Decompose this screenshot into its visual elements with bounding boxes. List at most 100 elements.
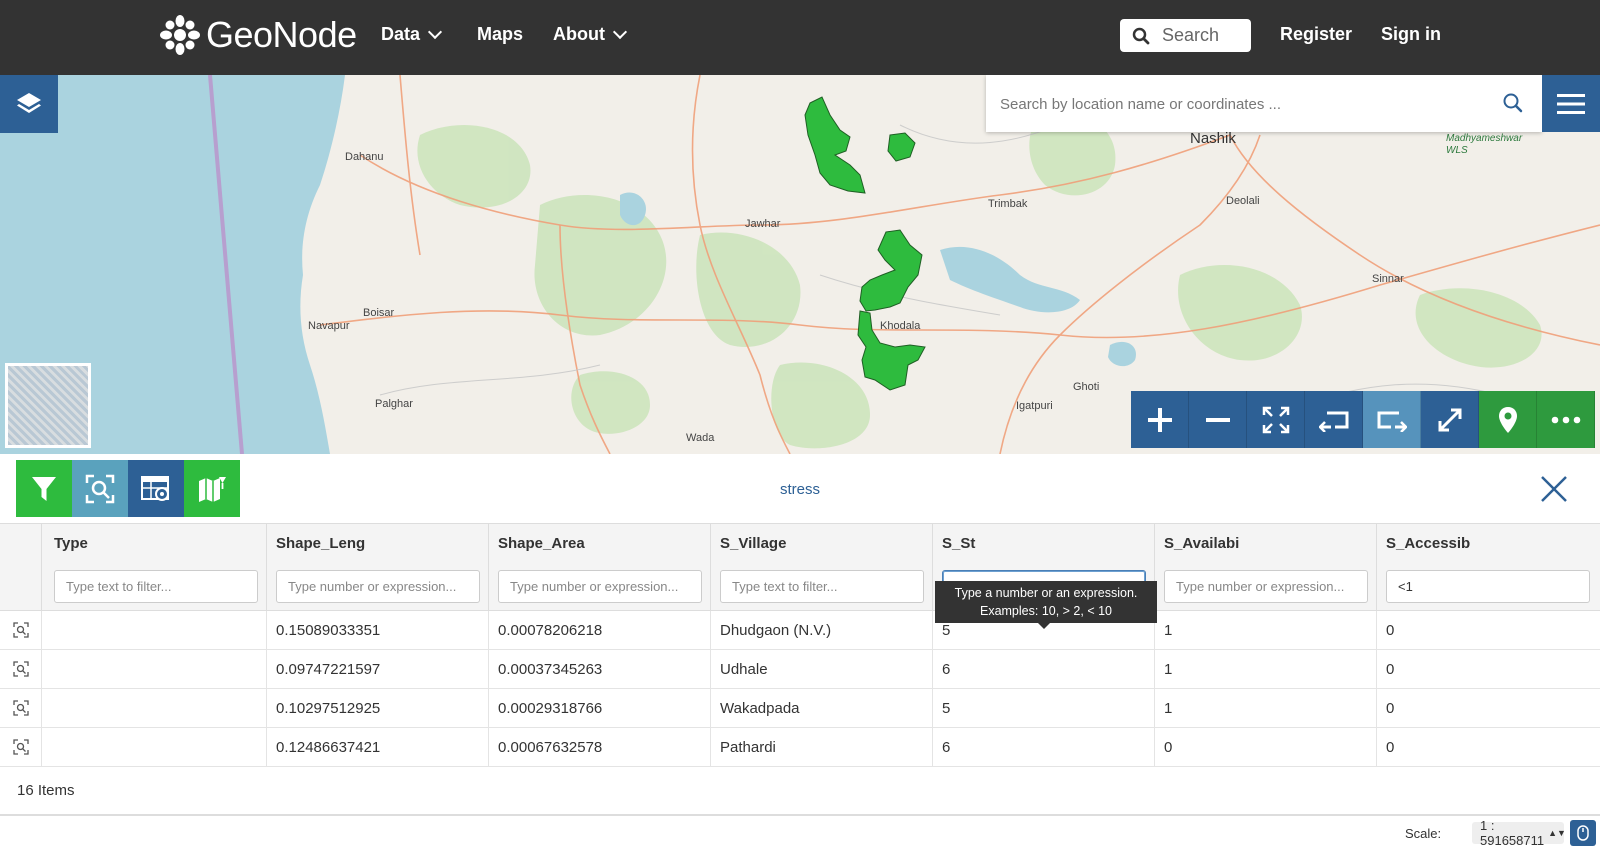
column-header-shape-area[interactable]: Shape_Area [489, 524, 711, 562]
row-zoom-cell[interactable] [0, 611, 42, 649]
undo-view-button[interactable] [1305, 391, 1363, 448]
cell-type [45, 689, 267, 727]
zoom-extent-icon [85, 474, 115, 503]
table-row[interactable]: 0.12486637421 0.00067632578 Pathardi 6 0… [0, 728, 1600, 767]
scale-select[interactable]: 1 : 591658711 ▲▼ [1472, 818, 1566, 848]
zoom-in-button[interactable] [1131, 391, 1189, 448]
zoom-out-button[interactable] [1189, 391, 1247, 448]
chevron-down-icon [427, 24, 443, 40]
map-label-wada: Wada [686, 432, 715, 444]
column-header-shape-leng[interactable]: Shape_Leng [267, 524, 489, 562]
zoom-to-features-button[interactable] [72, 460, 128, 517]
map-label-dahanu: Dahanu [345, 151, 384, 163]
redo-view-button[interactable] [1363, 391, 1421, 448]
column-header-s-village[interactable]: S_Village [711, 524, 933, 562]
nav-data-menu[interactable]: Data [381, 24, 443, 45]
row-zoom-cell[interactable] [0, 689, 42, 727]
nav-about-menu[interactable]: About [553, 24, 628, 45]
column-header-s-st[interactable]: S_St [933, 524, 1155, 562]
register-link[interactable]: Register [1280, 24, 1352, 45]
table-settings-button[interactable] [128, 460, 184, 517]
location-search-input[interactable] [998, 87, 1472, 121]
tooltip-line-2: Examples: 10, > 2, < 10 [979, 604, 1113, 618]
filter-input-shape-leng[interactable] [276, 569, 480, 603]
undo-icon [1318, 411, 1348, 432]
cell-s-st: 6 [933, 728, 1155, 766]
zoom-to-max-extent-button[interactable] [1247, 391, 1305, 448]
brand-name: GeoNode [206, 14, 357, 55]
filter-input-s-village[interactable] [720, 569, 924, 603]
row-zoom-cell[interactable] [0, 728, 42, 766]
location-search-box [986, 75, 1542, 132]
filter-cell-shape-area [489, 562, 711, 610]
cell-s-accessib: 0 [1386, 699, 1395, 717]
cell-s-accessib: 0 [1386, 621, 1395, 639]
cell-s-village: Pathardi [711, 728, 933, 766]
row-zoom-cell[interactable] [0, 650, 42, 688]
column-header-s-accessib[interactable]: S_Accessib [1386, 534, 1471, 552]
sync-map-button[interactable] [184, 460, 240, 517]
minimap-thumbnail [8, 366, 88, 445]
map-label-ghoti: Ghoti [1073, 381, 1100, 393]
cell-s-availabi: 0 [1155, 728, 1377, 766]
map-label-jawhar: Jawhar [745, 218, 781, 230]
chevron-down-icon [612, 24, 628, 40]
layers-icon [17, 93, 41, 113]
filter-cell-type [45, 562, 267, 610]
filter-input-s-accessib[interactable] [1386, 569, 1590, 603]
search-icon[interactable] [1502, 92, 1524, 114]
header-select-cell [0, 524, 42, 562]
table-row[interactable]: 0.15089033351 0.00078206218 Dhudgaon (N.… [0, 611, 1600, 650]
layers-toggle-button[interactable] [0, 75, 58, 133]
signin-label: Sign in [1381, 24, 1441, 44]
more-tools-button[interactable] [1537, 391, 1595, 448]
minus-icon [1205, 417, 1230, 422]
burger-menu-button[interactable] [1542, 75, 1600, 132]
geonode-logo[interactable]: GeoNode [158, 10, 357, 60]
table-row[interactable]: 0.09747221597 0.00037345263 Udhale 6 1 0 [0, 650, 1600, 689]
filter-cell-s-accessib [1377, 562, 1600, 610]
layer-title: stress [779, 481, 820, 498]
close-icon[interactable] [1540, 475, 1568, 503]
filter-input-type[interactable] [54, 569, 258, 603]
mouse-position-button[interactable] [1570, 820, 1596, 846]
cell-shape-leng: 0.10297512925 [267, 689, 489, 727]
identify-button[interactable] [1479, 391, 1537, 448]
scale-value: 1 : 591658711 [1480, 818, 1545, 848]
filter-tooltip: Type a number or an expression. Examples… [935, 581, 1157, 629]
cell-shape-leng: 0.15089033351 [267, 611, 489, 649]
nav-maps-link[interactable]: Maps [477, 24, 523, 45]
overview-minimap[interactable] [5, 363, 91, 448]
map-label-boisar: Boisar [363, 307, 395, 319]
cell-s-village: Dhudgaon (N.V.) [711, 611, 933, 649]
table-row[interactable]: 0.10297512925 0.00029318766 Wakadpada 5 … [0, 689, 1600, 728]
map-viewport[interactable]: Nashik Madhyameshwar WLS Dahanu Jawhar T… [0, 75, 1600, 454]
nav-search-input[interactable]: Search [1120, 19, 1251, 52]
map-toolbar [1131, 391, 1595, 448]
signin-link[interactable]: Sign in [1381, 24, 1441, 45]
cell-shape-area: 0.00037345263 [489, 650, 711, 688]
table-gear-icon [141, 475, 169, 501]
filter-cell-s-availabi [1155, 562, 1377, 610]
advanced-filter-button[interactable] [16, 460, 72, 517]
mouse-icon [1577, 825, 1589, 841]
cell-shape-leng: 0.09747221597 [267, 650, 489, 688]
fullscreen-button[interactable] [1421, 391, 1479, 448]
zoom-to-feature-icon [12, 739, 29, 755]
register-label: Register [1280, 24, 1353, 44]
cell-shape-area: 0.00067632578 [489, 728, 711, 766]
cell-s-village: Udhale [711, 650, 933, 688]
grid-filter-row [0, 562, 1600, 611]
filter-input-s-availabi[interactable] [1164, 569, 1368, 603]
item-count: 16 Items [17, 782, 75, 799]
grid-header-row: Type Shape_Leng Shape_Area S_Village S_S… [0, 524, 1600, 563]
cell-s-st: 5 [933, 611, 1155, 649]
filter-cell-shape-leng [267, 562, 489, 610]
cell-shape-area: 0.00078206218 [489, 611, 711, 649]
filter-input-shape-area[interactable] [498, 569, 702, 603]
tooltip-line-1: Type a number or an expression. [954, 586, 1138, 600]
column-header-type[interactable]: Type [45, 524, 267, 562]
table-toolbar [16, 460, 240, 517]
column-header-s-availabi[interactable]: S_Availabi [1155, 524, 1377, 562]
plus-icon [1147, 407, 1172, 432]
